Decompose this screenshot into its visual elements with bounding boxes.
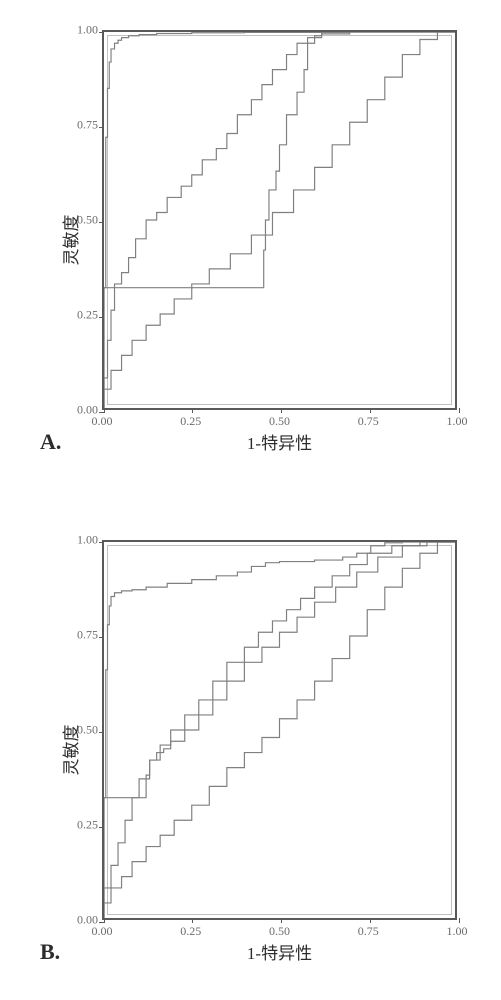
x-tick-label: 1.00: [447, 414, 468, 429]
x-tick-mark: [370, 918, 371, 923]
x-tick-mark: [192, 408, 193, 413]
panel-b: 灵敏度 1-特异性 B. 0.000.250.500.751.000.000.2…: [40, 530, 470, 970]
x-tick-mark: [192, 918, 193, 923]
x-tick-label: 0.50: [269, 414, 290, 429]
y-tick-mark: [99, 317, 104, 318]
roc-curve: [104, 542, 455, 918]
y-tick-label: 1.00: [77, 23, 98, 38]
x-tick-mark: [104, 408, 105, 413]
y-tick-mark: [99, 32, 104, 33]
x-tick-mark: [104, 918, 105, 923]
x-tick-mark: [281, 918, 282, 923]
x-tick-mark: [459, 408, 460, 413]
y-tick-label: 0.25: [77, 818, 98, 833]
x-axis-label-b: 1-特异性: [102, 939, 457, 964]
y-tick-label: 1.00: [77, 533, 98, 548]
x-tick-label: 0.75: [358, 414, 379, 429]
panel-label-a: A.: [40, 429, 61, 455]
x-tick-mark: [281, 408, 282, 413]
x-axis-label-a: 1-特异性: [102, 429, 457, 454]
plot-box-b: [102, 540, 457, 920]
plot-box-a: [102, 30, 457, 410]
x-tick-label: 0.25: [180, 924, 201, 939]
y-tick-label: 0.25: [77, 308, 98, 323]
y-tick-label: 0.50: [77, 723, 98, 738]
x-tick-label: 0.25: [180, 414, 201, 429]
x-tick-mark: [370, 408, 371, 413]
panel-a: 灵敏度 1-特异性 A. 0.000.250.500.751.000.000.2…: [40, 20, 470, 460]
y-tick-mark: [99, 127, 104, 128]
x-tick-label: 0.75: [358, 924, 379, 939]
y-tick-mark: [99, 542, 104, 543]
y-tick-mark: [99, 637, 104, 638]
roc-curves-a: [104, 32, 455, 408]
roc-curves-b: [104, 542, 455, 918]
x-tick-mark: [459, 918, 460, 923]
x-tick-label: 0.50: [269, 924, 290, 939]
x-tick-label: 0.00: [92, 414, 113, 429]
y-tick-label: 0.50: [77, 213, 98, 228]
roc-curve: [104, 32, 455, 408]
x-tick-label: 1.00: [447, 924, 468, 939]
y-tick-label: 0.75: [77, 628, 98, 643]
y-tick-mark: [99, 732, 104, 733]
y-tick-label: 0.75: [77, 118, 98, 133]
panel-label-b: B.: [40, 939, 60, 965]
y-tick-mark: [99, 827, 104, 828]
y-tick-mark: [99, 222, 104, 223]
x-tick-label: 0.00: [92, 924, 113, 939]
